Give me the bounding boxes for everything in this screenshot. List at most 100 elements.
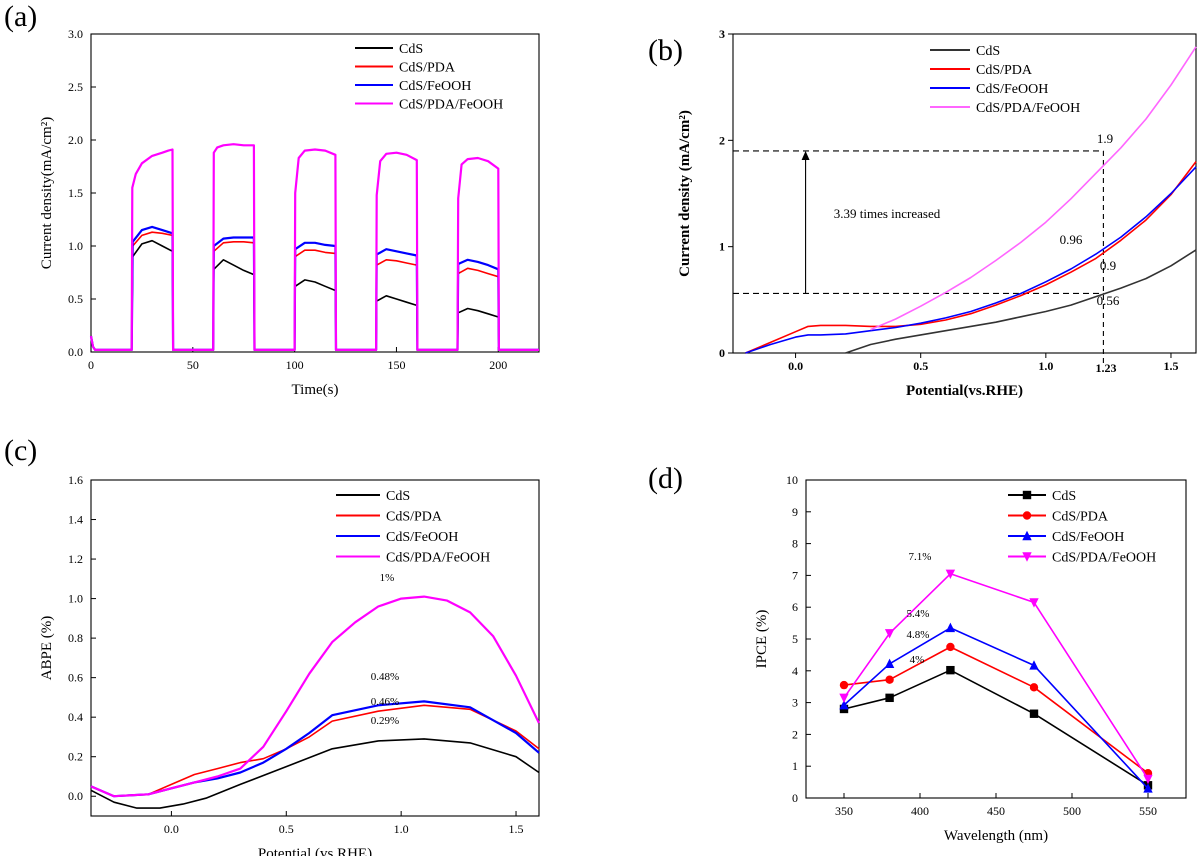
annotation-c-0: 1% (380, 572, 395, 584)
series-line-b-2 (745, 166, 1197, 354)
legend-label-d-2: CdS/FeOOH (1052, 530, 1124, 545)
legend-marker-d-3 (1022, 552, 1032, 562)
annotation-b-0: 1.9 (1097, 131, 1113, 146)
y-tick-label-a: 1.5 (68, 186, 83, 200)
series-line-b-3 (870, 46, 1197, 331)
x-tick-label-c: 0.5 (279, 822, 294, 836)
x-tick-label-c: 1.0 (394, 822, 409, 836)
data-point-d-1 (885, 675, 894, 684)
annotation-d-0: 7.1% (909, 551, 932, 563)
x-tick-label-b: 0.5 (913, 359, 928, 373)
annotation-c-3: 0.29% (371, 715, 399, 727)
y-tick-label-c: 1.0 (68, 592, 83, 606)
data-point-d-0 (1029, 709, 1039, 718)
legend-label-c-2: CdS/FeOOH (386, 530, 458, 545)
x-tick-label-a: 100 (286, 358, 304, 372)
y-tick-label-d: 7 (792, 568, 798, 582)
annotation-d-2: 4.8% (907, 629, 930, 641)
series-line-c-0 (90, 738, 540, 809)
y-tick-label-a: 1.0 (68, 239, 83, 253)
y-tick-label-c: 0.2 (68, 750, 83, 764)
x-tick-label-d: 350 (835, 804, 853, 818)
y-tick-label-b: 2 (719, 133, 725, 147)
legend-label-d-1: CdS/PDA (1052, 510, 1109, 525)
x-tick-label-a: 200 (489, 358, 507, 372)
legend-marker-d-2 (1022, 530, 1032, 541)
annotation-b-4: 3.39 times increased (834, 206, 941, 221)
x-axis-label-a: Time(s) (292, 382, 339, 398)
x-tick-label-d: 550 (1139, 804, 1157, 818)
data-point-d-2 (945, 622, 956, 633)
y-tick-label-c: 0.6 (68, 671, 83, 685)
legend-label-a-1: CdS/PDA (399, 61, 456, 76)
x-tick-label-b: 1.5 (1163, 359, 1178, 373)
series-line-a-2 (89, 225, 539, 351)
y-tick-label-d: 10 (786, 473, 798, 487)
series-line-c-1 (90, 704, 540, 798)
x-axis-label-d: Wavelength (nm) (944, 828, 1048, 844)
data-point-d-2 (1029, 660, 1039, 670)
x-tick-label-a: 150 (387, 358, 405, 372)
y-tick-label-c: 0.4 (68, 710, 83, 724)
y-tick-label-c: 1.2 (68, 552, 83, 566)
chart-a (89, 33, 540, 353)
data-point-d-1 (1029, 683, 1039, 692)
legend-label-b-3: CdS/PDA/FeOOH (976, 101, 1080, 116)
data-point-d-3 (1143, 774, 1153, 785)
series-line-a-3 (89, 143, 539, 351)
y-tick-label-c: 0.0 (68, 789, 83, 803)
y-tick-label-d: 1 (792, 759, 798, 773)
series-line-d-0 (843, 669, 1149, 786)
legend-label-b-1: CdS/PDA (976, 63, 1033, 78)
data-point-d-3 (839, 693, 849, 704)
y-axis-label-d: IPCE (%) (754, 610, 770, 669)
y-tick-label-b: 3 (719, 27, 725, 41)
data-point-d-2 (839, 699, 849, 710)
legend-label-a-0: CdS (399, 42, 423, 57)
x-tick-label-b: 1.0 (1038, 359, 1053, 373)
legend-label-d-3: CdS/PDA/FeOOH (1052, 551, 1156, 566)
y-tick-label-a: 0.5 (68, 292, 83, 306)
y-tick-label-a: 3.0 (68, 27, 83, 41)
x-tick-label-c: 1.5 (509, 822, 524, 836)
x-tick-label-a: 50 (187, 358, 199, 372)
series-line-b-1 (745, 161, 1197, 354)
y-axis-label-a: Current density(mA/cm²) (39, 117, 55, 269)
legend-label-c-3: CdS/PDA/FeOOH (386, 551, 490, 566)
y-axis-label-b: Current density (mA/cm²) (677, 110, 693, 277)
data-point-d-2 (884, 658, 895, 669)
legend-label-a-3: CdS/PDA/FeOOH (399, 98, 503, 113)
increase-arrow-head (801, 150, 810, 160)
chart-c (90, 479, 540, 817)
plot-frame-b (732, 33, 1197, 354)
y-tick-label-d: 3 (792, 696, 798, 710)
legend-marker-d-0 (1022, 490, 1032, 500)
series-line-c-2 (90, 700, 540, 798)
panel-label-b: (b) (648, 34, 683, 67)
panel-label-c: (c) (4, 434, 38, 467)
y-tick-label-d: 0 (792, 791, 798, 805)
y-tick-label-d: 4 (792, 664, 798, 678)
x-axis-label-b: Potential(vs.RHE) (906, 383, 1023, 399)
series-line-b-0 (845, 249, 1197, 354)
y-axis-label-c: ABPE (%) (39, 616, 55, 681)
annotation-b-2: 0.9 (1100, 258, 1116, 273)
plot-frame-a (90, 33, 540, 353)
annotation-d-3: 4% (910, 654, 925, 666)
data-point-d-2 (1143, 783, 1153, 793)
annotation-b-3: 0.56 (1097, 293, 1120, 308)
data-point-d-3 (884, 629, 895, 639)
y-tick-label-a: 0.0 (68, 345, 83, 359)
series-line-c-3 (90, 595, 540, 798)
chart-b (728, 33, 1197, 365)
chart-d (805, 479, 1187, 799)
annotation-d-1: 5.4% (907, 608, 930, 620)
annotation-c-1: 0.48% (371, 671, 399, 683)
y-tick-label-d: 5 (792, 632, 798, 646)
y-tick-label-c: 0.8 (68, 631, 83, 645)
legend-label-a-2: CdS/FeOOH (399, 79, 471, 94)
y-tick-label-b: 0 (719, 346, 725, 360)
y-tick-label-c: 1.4 (68, 513, 83, 527)
legend-label-b-2: CdS/FeOOH (976, 82, 1048, 97)
